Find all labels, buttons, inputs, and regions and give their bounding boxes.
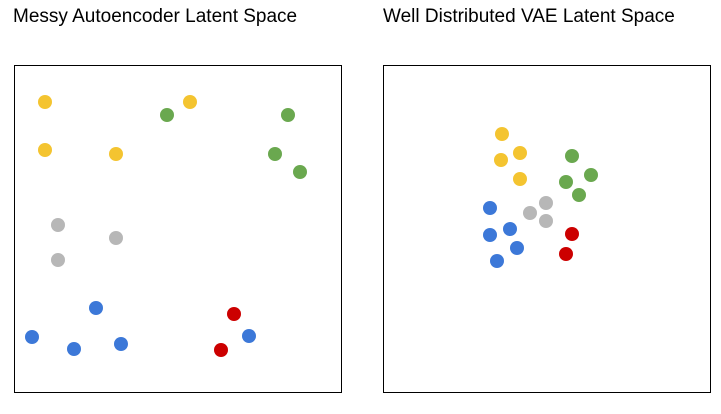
ae-point-green xyxy=(293,165,307,179)
ae-point-gray xyxy=(51,218,65,232)
panel-title-vae: Well Distributed VAE Latent Space xyxy=(383,6,675,27)
vae-point-yellow xyxy=(513,146,527,160)
vae-point-red xyxy=(565,227,579,241)
ae-point-yellow xyxy=(38,95,52,109)
vae-point-green xyxy=(559,175,573,189)
vae-point-green xyxy=(584,168,598,182)
panel-title-autoencoder: Messy Autoencoder Latent Space xyxy=(13,6,298,27)
ae-point-gray xyxy=(109,231,123,245)
vae-point-yellow xyxy=(495,127,509,141)
vae-point-gray xyxy=(539,196,553,210)
ae-point-gray xyxy=(51,253,65,267)
ae-point-blue xyxy=(67,342,81,356)
vae-point-blue xyxy=(510,241,524,255)
vae-point-gray xyxy=(523,206,537,220)
ae-point-yellow xyxy=(183,95,197,109)
vae-point-blue xyxy=(483,228,497,242)
vae-latent-space-box xyxy=(383,65,711,393)
ae-point-green xyxy=(160,108,174,122)
vae-point-yellow xyxy=(494,153,508,167)
ae-point-blue xyxy=(25,330,39,344)
ae-point-blue xyxy=(89,301,103,315)
vae-point-red xyxy=(559,247,573,261)
vae-point-green xyxy=(565,149,579,163)
ae-point-green xyxy=(268,147,282,161)
ae-point-red xyxy=(214,343,228,357)
ae-point-yellow xyxy=(109,147,123,161)
ae-point-green xyxy=(281,108,295,122)
vae-point-blue xyxy=(483,201,497,215)
ae-point-yellow xyxy=(38,143,52,157)
vae-point-gray xyxy=(539,214,553,228)
ae-point-red xyxy=(227,307,241,321)
vae-point-blue xyxy=(503,222,517,236)
vae-point-green xyxy=(572,188,586,202)
ae-point-blue xyxy=(242,329,256,343)
vae-point-blue xyxy=(490,254,504,268)
ae-point-blue xyxy=(114,337,128,351)
vae-point-yellow xyxy=(513,172,527,186)
